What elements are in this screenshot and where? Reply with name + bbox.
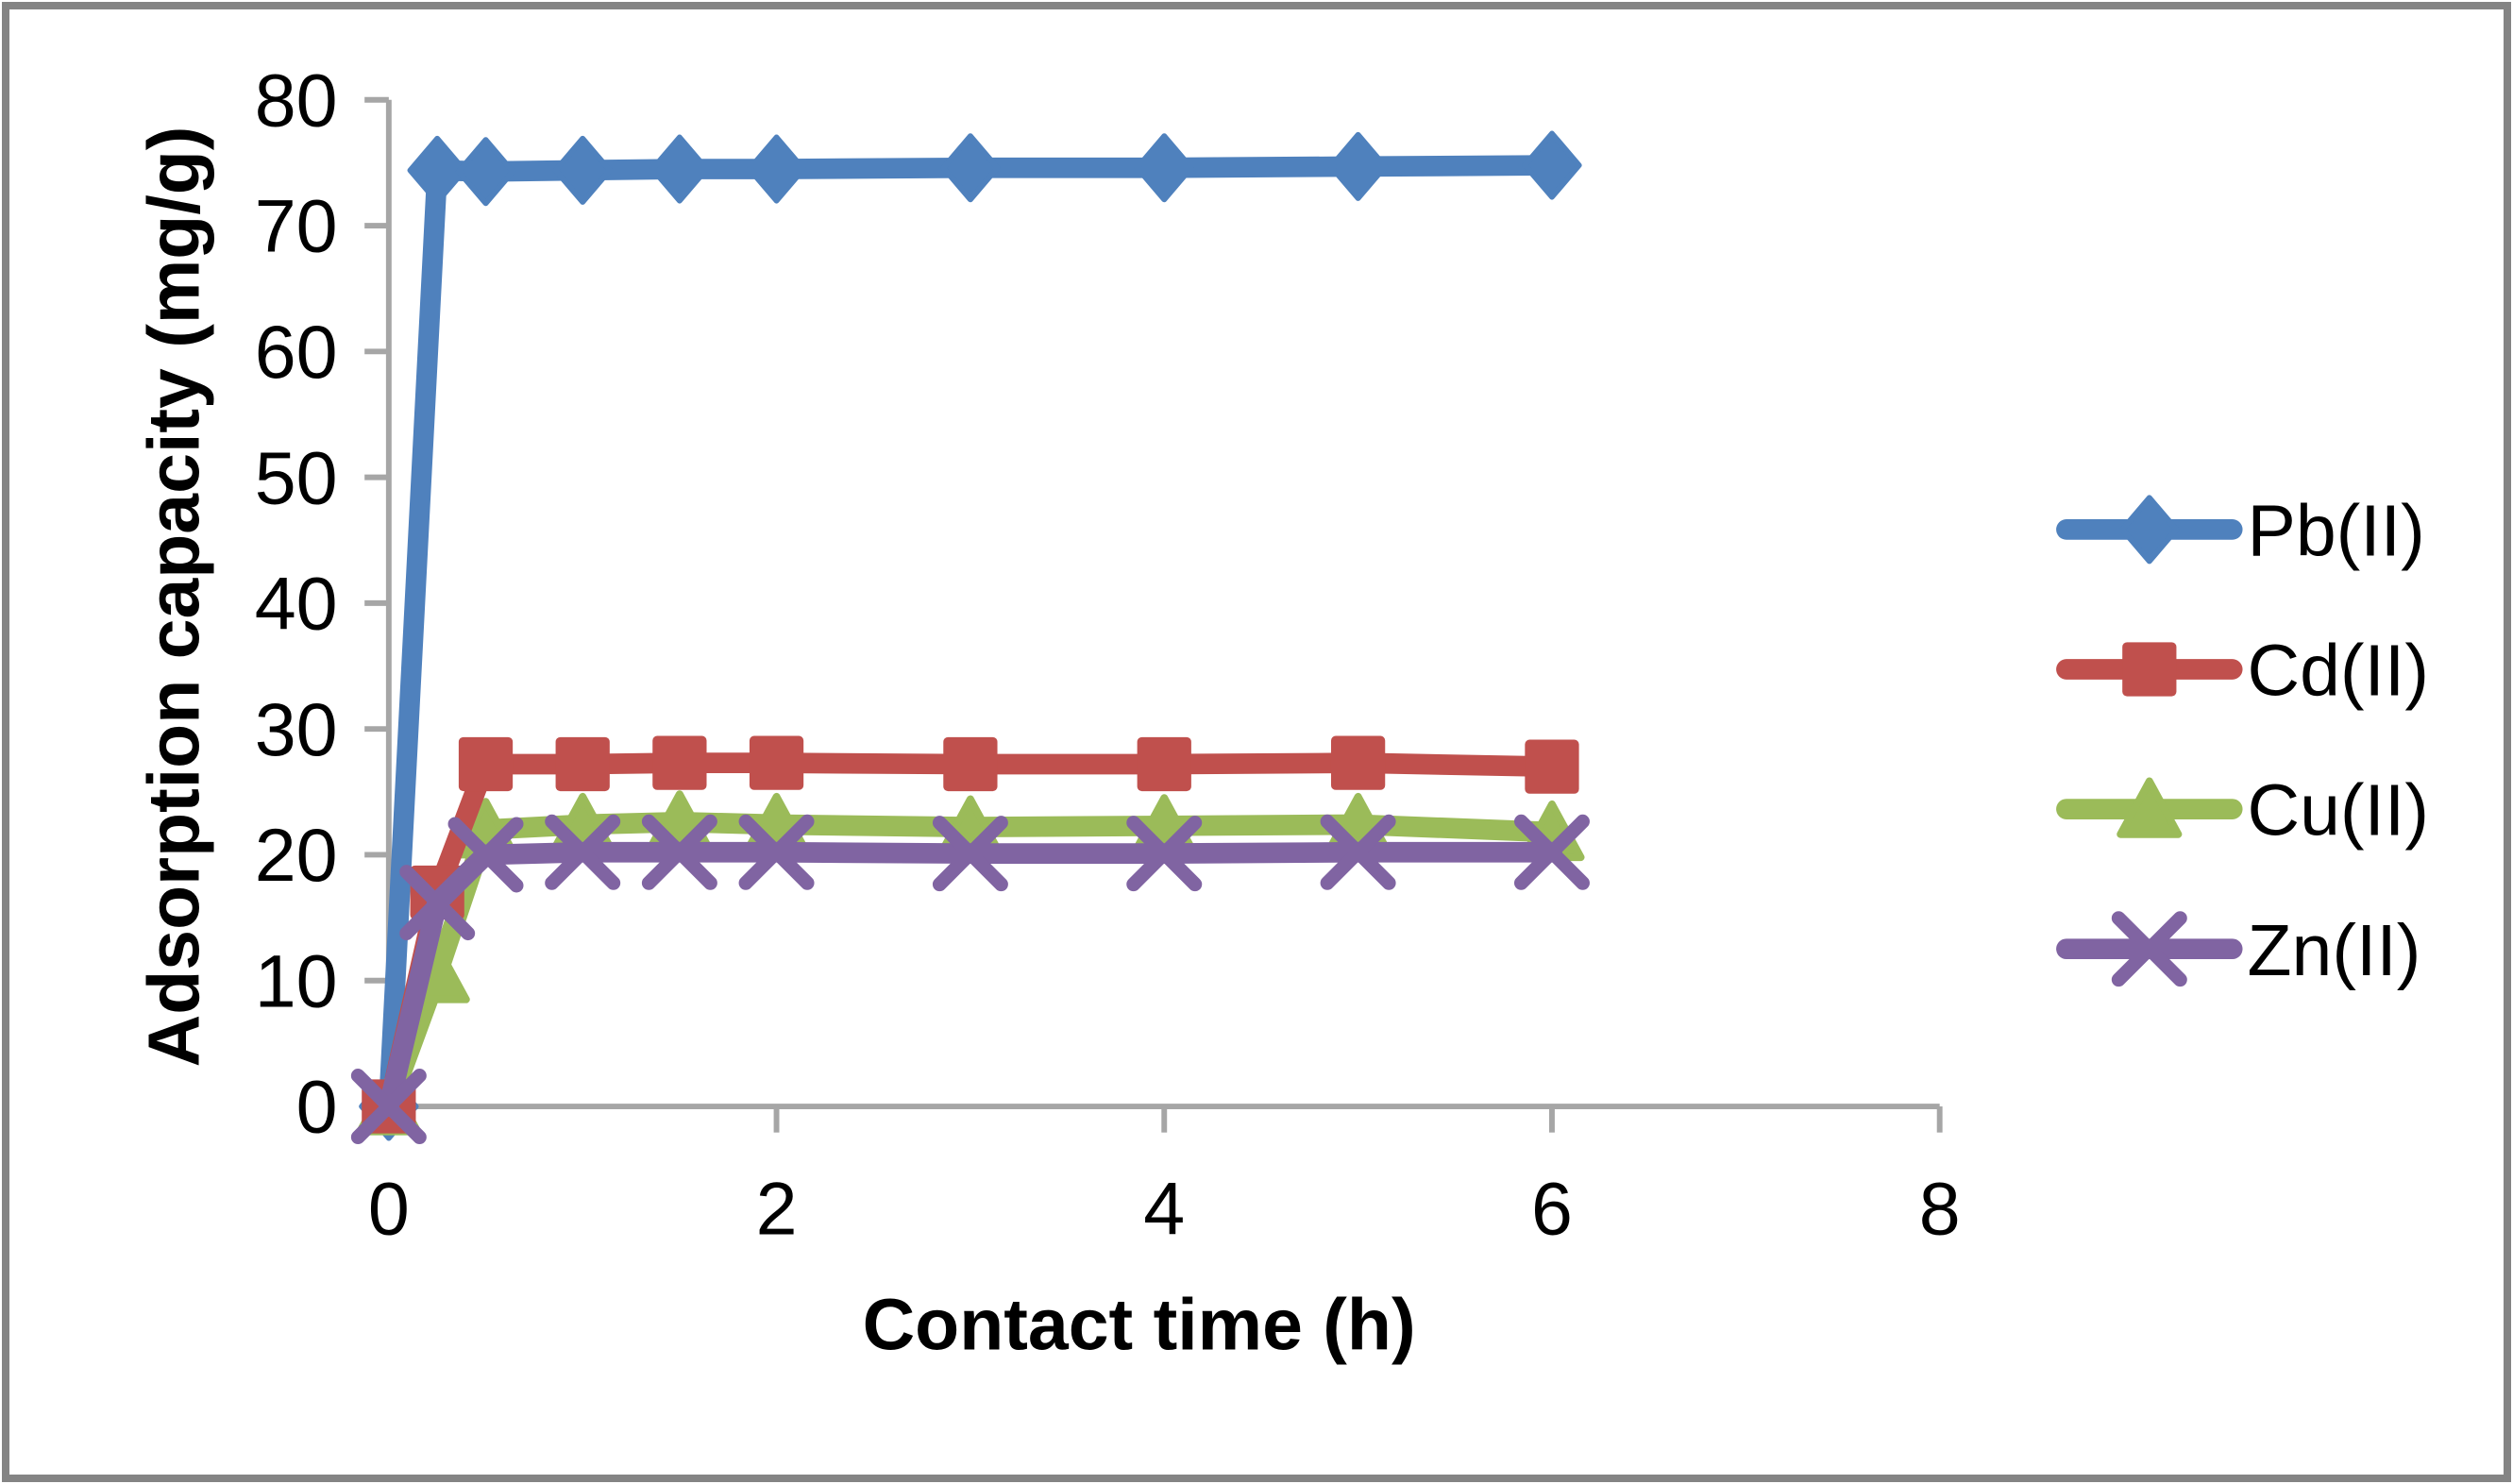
pb-ii-marker: [455, 137, 516, 207]
zn-ii-marker: [447, 817, 524, 893]
zn-ii-marker: [1513, 814, 1590, 890]
x-tick-label: 6: [1531, 1167, 1573, 1250]
pb-ii-marker: [407, 135, 467, 205]
x-tick-label: 4: [1143, 1167, 1185, 1250]
cd-ii-marker: [555, 736, 610, 792]
cd-ii-marker: [943, 736, 998, 792]
zn-ii-marker: [932, 816, 1008, 892]
cd-ii-marker: [458, 736, 514, 792]
pb-ii-marker: [746, 134, 807, 204]
axes: 0 10 20 30 40 50 60 70 80 0 2 4 6 8: [255, 59, 1961, 1250]
x-tick-label: 8: [1919, 1167, 1961, 1250]
y-tick-label: 40: [255, 563, 338, 646]
cd-ii-marker: [1525, 739, 1579, 794]
zn-ii-marker: [641, 814, 717, 890]
legend-item-pb-ii: Pb(II): [2056, 491, 2425, 572]
pb-ii-line: [378, 155, 1562, 1117]
y-tick-label: 20: [255, 814, 338, 897]
legend-item-cd-ii: Cd(II): [2056, 631, 2429, 712]
series-pb-ii: [359, 130, 1582, 1141]
y-tick-label: 60: [255, 311, 338, 394]
y-tick-label: 30: [255, 688, 338, 771]
adsorption-line-chart: 0 10 20 30 40 50 60 70 80 0 2 4 6 8 Pb(II) Cd(II) Cu(II…: [133, 59, 2429, 1366]
zn-ii-marker: [738, 814, 815, 890]
series-group: [350, 130, 1590, 1145]
legend-item-cu-ii: Cu(II): [2056, 770, 2429, 852]
zn-ii-marker: [1126, 816, 1203, 892]
legend-swatch-cd-ii-icon: [2122, 642, 2177, 697]
y-tick-label: 10: [255, 939, 338, 1022]
y-tick-label: 0: [296, 1066, 338, 1149]
x-tick-label: 2: [756, 1167, 798, 1250]
legend-item-zn-ii: Zn(II): [2056, 910, 2420, 991]
x-tick-label: 0: [368, 1167, 410, 1250]
pb-ii-marker: [552, 135, 613, 205]
y-tick-label: 70: [255, 185, 338, 268]
cd-ii-marker: [1137, 736, 1191, 792]
legend-label-zn-ii: Zn(II): [2247, 910, 2420, 991]
zn-ii-marker: [545, 814, 621, 890]
zn-ii-marker: [350, 1069, 427, 1145]
legend-label-cu-ii: Cu(II): [2247, 770, 2429, 852]
y-axis-title: Adsorption capacity (mg/g): [133, 126, 214, 1068]
cd-ii-marker: [652, 735, 707, 790]
pb-ii-marker: [940, 133, 1001, 203]
legend-label-cd-ii: Cd(II): [2247, 631, 2429, 712]
y-tick-label: 50: [255, 436, 338, 519]
pb-ii-marker: [1522, 130, 1582, 200]
pb-ii-marker: [1328, 131, 1389, 201]
cd-ii-marker: [1330, 735, 1386, 790]
zn-ii-marker: [1320, 814, 1396, 890]
y-tick-label: 80: [255, 59, 338, 142]
zn-ii-line: [378, 841, 1562, 1117]
series-zn-ii: [350, 814, 1590, 1145]
pb-ii-marker: [1134, 133, 1194, 203]
legend-swatch-pb-ii-icon: [2119, 495, 2180, 565]
legend-swatch-cu-ii-icon: [2117, 777, 2183, 838]
cd-ii-marker: [749, 735, 804, 790]
legend: Pb(II) Cd(II) Cu(II) Zn(II): [2056, 491, 2429, 991]
pb-ii-marker: [649, 134, 710, 204]
x-axis-title: Contact time (h): [863, 1285, 1416, 1366]
legend-swatch-zn-ii-icon: [2111, 911, 2187, 987]
legend-label-pb-ii: Pb(II): [2247, 491, 2424, 572]
